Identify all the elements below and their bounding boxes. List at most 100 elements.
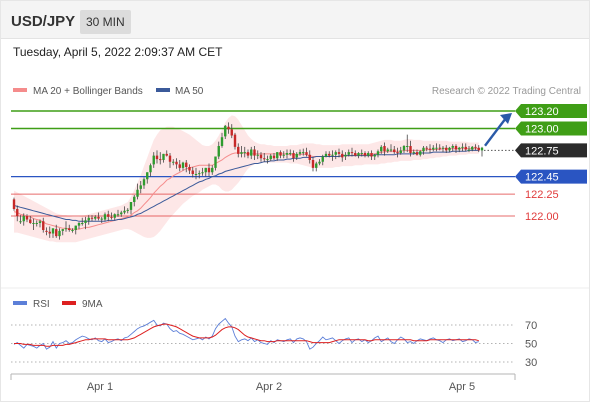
- candle-body: [269, 155, 272, 160]
- candle-body: [454, 146, 458, 150]
- candle-body: [399, 150, 402, 153]
- candle-body: [477, 147, 480, 151]
- candle-body: [159, 159, 162, 161]
- candle-body: [149, 165, 152, 173]
- candle-body: [295, 153, 298, 158]
- candle-body: [464, 146, 467, 150]
- candle-body: [116, 214, 120, 216]
- candle-body: [224, 125, 227, 137]
- level-value-122.00: 122.00: [525, 211, 559, 223]
- rsi-tick-label-50: 50: [525, 339, 537, 351]
- candle-body: [256, 154, 259, 156]
- candle-body: [165, 153, 168, 156]
- level-tag-122.45: [515, 169, 587, 184]
- candle-body: [90, 217, 94, 219]
- candle-body: [19, 221, 22, 223]
- rsi-tick-label-70: 70: [525, 320, 537, 332]
- candle-body: [42, 221, 45, 230]
- candle-body: [233, 134, 237, 147]
- x-tick-label-apr2: Apr 2: [256, 381, 282, 393]
- candle-body: [376, 151, 380, 155]
- candle-body: [237, 146, 240, 154]
- candle-body: [318, 161, 321, 164]
- candle-body: [383, 146, 386, 152]
- candle-body: [12, 199, 16, 209]
- candle-body: [87, 217, 90, 221]
- price-chart: MA 20 + Bollinger Bands MA 50 Research ©…: [1, 86, 589, 393]
- candlesticks: [12, 122, 484, 240]
- candle-body: [282, 154, 285, 156]
- candle-body: [354, 153, 357, 156]
- candle-body: [230, 129, 233, 136]
- candle-body: [389, 149, 393, 151]
- timestamp: Tuesday, April 5, 2022 2:09:37 AM CET: [13, 45, 223, 59]
- candle-body: [120, 212, 123, 215]
- candle-body: [22, 216, 25, 222]
- candle-body: [77, 223, 81, 226]
- candle-body: [292, 153, 295, 159]
- candle-body: [393, 149, 396, 153]
- timeframe-selector[interactable]: 30 MIN: [80, 10, 131, 34]
- candle-body: [308, 154, 311, 160]
- level-value-123.00: 123.00: [525, 124, 559, 136]
- candle-body: [175, 161, 178, 165]
- candle-body: [198, 173, 201, 175]
- candle-body: [162, 153, 165, 160]
- candle-body: [240, 152, 243, 154]
- candle-body: [103, 214, 107, 220]
- level-tag-122.75: [515, 143, 587, 158]
- rsi-ma-line: [14, 323, 479, 347]
- candle-body: [126, 209, 129, 211]
- candle-body: [55, 229, 58, 237]
- candle-body: [448, 147, 451, 151]
- rsi-legend-swatch: [13, 301, 27, 305]
- candle-body: [272, 155, 276, 159]
- candle-body: [133, 196, 136, 202]
- rsi-legend-label: RSI: [33, 299, 50, 310]
- candle-body: [344, 154, 347, 157]
- forecast-arrow-head: [500, 113, 512, 124]
- candle-body: [279, 152, 282, 156]
- candle-body: [259, 154, 263, 159]
- candle-body: [302, 152, 305, 154]
- candle-body: [194, 174, 198, 175]
- candle-body: [311, 160, 315, 168]
- level-tag-123.20: [515, 104, 587, 118]
- level-value-123.20: 123.20: [525, 106, 559, 118]
- candle-body: [38, 221, 42, 223]
- candle-body: [263, 158, 266, 160]
- x-tick-label-apr5: Apr 5: [449, 381, 475, 393]
- credit-text: Research © 2022 Trading Central: [432, 86, 581, 97]
- candle-body: [201, 172, 204, 174]
- candle-body: [178, 164, 181, 168]
- candle-body: [409, 146, 412, 153]
- candle-body: [253, 149, 256, 156]
- candle-body: [68, 228, 71, 230]
- candle-body: [45, 230, 48, 232]
- candle-body: [243, 152, 246, 154]
- candle-body: [155, 155, 159, 160]
- candle-body: [220, 137, 224, 146]
- candle-body: [16, 209, 19, 216]
- rsi-line: [13, 317, 479, 350]
- candle-body: [58, 230, 61, 237]
- candle-body: [227, 126, 230, 130]
- level-value-122.45: 122.45: [525, 172, 559, 184]
- candle-body: [432, 147, 435, 150]
- candle-body: [396, 152, 399, 154]
- candle-body: [298, 152, 302, 154]
- candle-body: [289, 153, 292, 154]
- candle-body: [425, 147, 428, 149]
- candle-body: [428, 148, 432, 150]
- candle-body: [370, 153, 373, 157]
- ma50-legend-label: MA 50: [175, 86, 204, 97]
- candle-body: [152, 155, 155, 165]
- candle-body: [334, 152, 337, 155]
- candle-body: [474, 146, 477, 148]
- candle-body: [402, 146, 406, 151]
- rsi-pane: 70 50 30: [11, 317, 537, 369]
- candle-body: [211, 167, 214, 173]
- candle-body: [113, 214, 116, 218]
- candle-body: [110, 216, 113, 218]
- candle-body: [350, 152, 354, 154]
